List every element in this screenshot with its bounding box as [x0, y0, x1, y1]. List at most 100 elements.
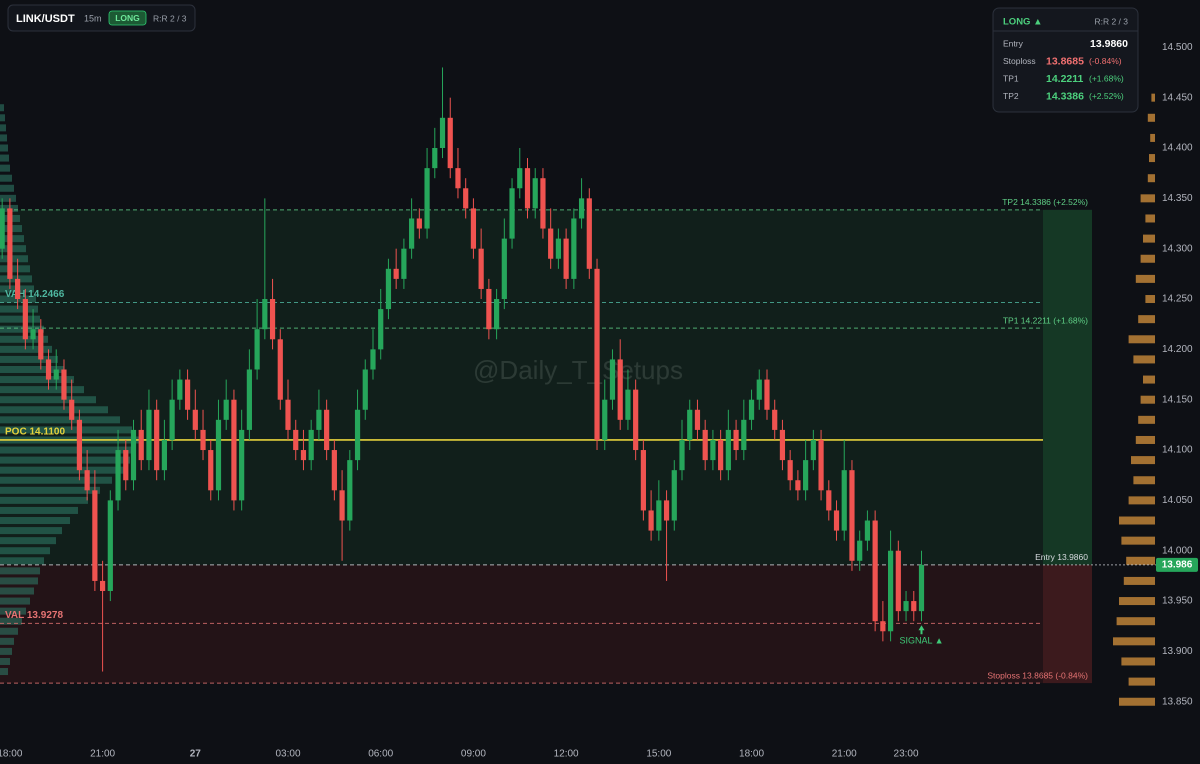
candle-body [841, 470, 847, 531]
candle-body [687, 409, 693, 440]
x-tick-label: 12:00 [554, 749, 579, 760]
volume-profile-bar [0, 627, 18, 635]
candle-body [115, 450, 121, 501]
candle-body [239, 429, 245, 501]
x-tick-label: 06:00 [368, 749, 393, 760]
volume-profile-bar [0, 376, 74, 384]
right-profile-bar [1151, 93, 1155, 102]
y-tick-label: 13.950 [1162, 596, 1193, 607]
right-profile-bar [1123, 576, 1155, 585]
symbol: LINK/USDT [16, 13, 75, 25]
candle-body [501, 238, 507, 300]
x-tick-label: 27 [190, 749, 202, 760]
panel-row-label: Entry [1003, 38, 1024, 48]
candle-body [99, 580, 106, 591]
candle-body [857, 540, 863, 561]
candle-body [872, 520, 878, 622]
candle-body [347, 460, 353, 521]
right-profile-bar [1140, 395, 1155, 404]
candle-body [864, 520, 871, 541]
candle-body [254, 329, 260, 370]
candle-body [524, 168, 531, 209]
candle-body [555, 238, 561, 259]
candle-body [725, 429, 731, 471]
volume-profile-bar [0, 305, 38, 313]
candle-body [308, 429, 314, 461]
volume-profile-bar [0, 396, 96, 404]
level-label: Stoploss 13.8685 (-0.84%) [987, 670, 1088, 680]
candle-body [262, 299, 268, 330]
level-label: TP2 14.3386 (+2.52%) [1002, 197, 1088, 207]
candle-body [61, 369, 67, 400]
candle-body [748, 399, 755, 420]
volume-profile-bar [0, 557, 44, 565]
x-tick-label: 21:00 [832, 749, 857, 760]
candle-body [30, 329, 36, 340]
right-profile-bar [1119, 516, 1155, 525]
candle-body [594, 268, 600, 440]
candle-body [231, 399, 237, 501]
candle-body [640, 450, 646, 511]
volume-profile-bar [0, 476, 112, 484]
risk-reward: R:R 2 / 3 [153, 13, 187, 23]
candle-body [38, 329, 44, 360]
panel-row-value: 13.8685 [1046, 55, 1084, 67]
volume-profile-bar [0, 184, 14, 192]
candle-body [200, 429, 206, 451]
y-tick-label: 14.500 [1162, 42, 1193, 53]
candle-body [269, 299, 276, 340]
candle-body [130, 429, 137, 481]
y-tick-label: 13.900 [1162, 646, 1193, 657]
right-profile-bar [1119, 597, 1155, 606]
volume-profile-bar [0, 386, 84, 394]
volume-profile-bar [0, 406, 108, 414]
candle-body [787, 460, 793, 481]
volume-profile-bar [0, 466, 124, 474]
candle-body [370, 349, 376, 370]
candle-body [277, 339, 283, 400]
candle-body [76, 419, 83, 471]
right-profile-bar [1128, 496, 1155, 505]
candle-body [563, 238, 569, 279]
volume-profile-bar [0, 134, 7, 142]
right-profile-bar [1150, 133, 1155, 142]
interval: 15m [84, 13, 102, 23]
candle-body [826, 490, 832, 511]
volume-profile-bar [0, 174, 12, 182]
candle-body [455, 168, 461, 189]
candle-body [138, 429, 144, 461]
candle-body [509, 188, 515, 239]
signal-arrow [918, 625, 925, 635]
candle-body [609, 359, 616, 400]
last-price-box [1156, 557, 1198, 572]
volume-profile-bar [0, 587, 34, 595]
candle-body [694, 409, 701, 430]
x-tick-label: 03:00 [275, 749, 300, 760]
right-profile-bar [1140, 254, 1155, 263]
candle-body [532, 178, 538, 209]
volume-profile-bar [0, 164, 10, 172]
volume-profile-bar [0, 345, 52, 353]
candle-body [409, 218, 415, 249]
candle-body [911, 601, 917, 612]
volume-profile-bar [0, 144, 8, 152]
right-profile-bar [1145, 214, 1155, 223]
candle-body [903, 601, 909, 612]
candle-body [772, 409, 778, 430]
candle-body [625, 389, 631, 420]
candle-body [316, 409, 322, 430]
panel-title: LONG ▲ [1003, 17, 1042, 28]
volume-profile-bar [0, 315, 40, 323]
candle-body [833, 510, 840, 531]
candle-body [779, 429, 786, 461]
volume-profile-bar [0, 456, 130, 464]
candle-body [764, 379, 770, 410]
y-tick-label: 14.400 [1162, 143, 1193, 154]
right-profile-bar [1133, 355, 1155, 364]
candle-body [887, 550, 894, 632]
level-label: Entry 13.9860 [1035, 552, 1088, 562]
right-profile-bar [1143, 234, 1155, 243]
candle-body [192, 409, 198, 430]
zone-edge [1043, 564, 1092, 684]
